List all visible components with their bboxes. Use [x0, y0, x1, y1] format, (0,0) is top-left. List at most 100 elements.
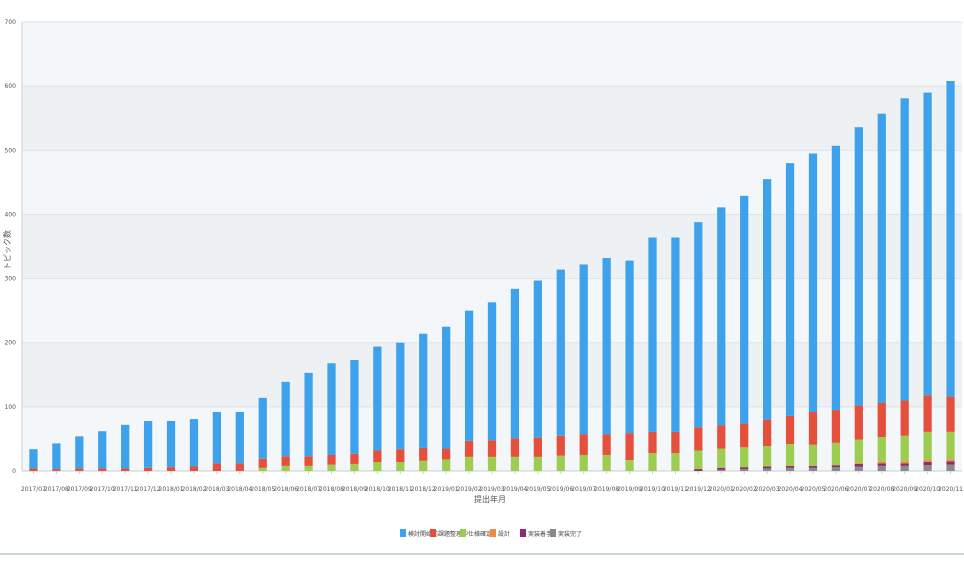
bar-segment	[923, 431, 932, 461]
x-tick-label: 2020/04	[778, 486, 803, 493]
x-tick-label: 2018/08	[319, 486, 344, 493]
bar-segment	[373, 450, 382, 463]
bar-segment	[189, 419, 199, 467]
x-tick-label: 2019/10	[640, 486, 665, 493]
bar-segment	[740, 467, 749, 470]
legend-item[interactable]: 課題整理中	[430, 529, 468, 538]
bar-segment	[487, 440, 497, 457]
bar-segment	[648, 431, 657, 454]
bar-segment	[946, 431, 955, 460]
legend-swatch	[520, 529, 526, 537]
x-tick-label: 2020/09	[892, 486, 917, 493]
bar-segment	[831, 410, 841, 443]
bar-segment	[510, 456, 520, 471]
bar-segment	[900, 435, 909, 462]
bar-segment	[808, 153, 818, 412]
bar-segment	[854, 439, 863, 463]
x-tick-label: 2018/03	[204, 486, 229, 493]
bar-segment	[785, 444, 795, 466]
bar-segment	[854, 466, 863, 471]
bar-segment	[808, 444, 818, 466]
bar-segment	[327, 454, 336, 465]
bar-segment	[946, 464, 955, 471]
bar-segment	[854, 127, 863, 406]
bar-segment	[602, 454, 611, 471]
bar-segment	[166, 467, 176, 471]
bar-segment	[625, 260, 634, 434]
bar-segment	[121, 468, 130, 471]
bar-segment	[556, 269, 565, 436]
x-tick-label: 2017/08	[44, 486, 69, 493]
bar-segment	[762, 466, 772, 469]
x-tick-label: 2019/11	[663, 486, 688, 493]
legend-swatch	[400, 529, 406, 537]
bar-segment	[304, 456, 313, 466]
x-tick-label: 2019/05	[525, 486, 550, 493]
x-tick-label: 2018/04	[227, 486, 252, 493]
x-axis-ticks: 2017/072017/082017/092017/102017/112017/…	[21, 471, 963, 493]
bar-segment	[556, 455, 565, 471]
bar-segment	[602, 258, 611, 435]
bar-segment	[258, 458, 267, 468]
x-tick-label: 2019/09	[617, 486, 642, 493]
bar-segment	[464, 456, 474, 471]
y-tick-label: 100	[5, 404, 17, 411]
x-tick-label: 2018/09	[342, 486, 367, 493]
bar-segment	[762, 419, 772, 446]
bar-segment	[854, 462, 863, 464]
bar-segment	[877, 113, 886, 404]
legend-swatch	[490, 529, 496, 537]
x-tick-label: 2017/07	[21, 486, 46, 493]
x-tick-label: 2018/11	[388, 486, 413, 493]
legend-item[interactable]: 実装完了	[550, 529, 582, 538]
bar-segment	[762, 445, 772, 467]
legend-item[interactable]: 設計	[490, 529, 510, 538]
bar-segment	[373, 346, 382, 451]
x-axis-label: 提出年月	[474, 494, 506, 504]
x-tick-label: 2017/12	[136, 486, 161, 493]
bar-segment	[694, 427, 703, 451]
bar-segment	[98, 468, 107, 471]
bar-segment	[510, 288, 520, 439]
bar-segment	[281, 465, 290, 471]
bar-segment	[831, 465, 841, 468]
plot-background-bands	[22, 22, 962, 471]
bar-segment	[533, 437, 542, 457]
bar-segment	[740, 195, 749, 424]
x-tick-label: 2020/10	[915, 486, 940, 493]
bar-segment	[52, 469, 61, 471]
legend-swatch	[460, 529, 466, 537]
bar-segment	[671, 431, 680, 454]
bar-segment	[29, 468, 38, 471]
bar-segment	[717, 469, 726, 471]
bar-segment	[694, 222, 703, 428]
bar-segment	[694, 469, 703, 471]
bar-segment	[648, 237, 657, 432]
bar-segment	[487, 456, 497, 471]
bar-segment	[579, 454, 588, 471]
bar-segment	[510, 438, 520, 457]
x-tick-label: 2020/11	[938, 486, 963, 493]
bars	[29, 81, 955, 471]
y-tick-label: 300	[5, 276, 17, 283]
legend-label: 課題整理中	[438, 530, 468, 538]
bar-segment	[946, 396, 955, 432]
bar-segment	[671, 453, 680, 471]
bar-segment	[740, 447, 749, 468]
bar-segment	[212, 463, 222, 471]
legend-item[interactable]: 仕様確定	[460, 529, 492, 538]
legend-label: 仕様確定	[468, 530, 492, 538]
bar-segment	[923, 92, 932, 396]
bar-segment	[900, 400, 909, 436]
bar-segment	[808, 411, 818, 445]
bar-segment	[762, 179, 772, 420]
x-tick-label: 2020/03	[755, 486, 780, 493]
legend-label: 設計	[498, 530, 510, 538]
bar-segment	[740, 469, 749, 471]
legend-label: 実装完了	[558, 530, 582, 538]
bar-segment	[877, 465, 886, 471]
legend-label: 実装着手	[528, 530, 552, 538]
legend-item[interactable]: 検討開始前	[400, 529, 438, 538]
legend-item[interactable]: 実装着手	[520, 529, 552, 538]
